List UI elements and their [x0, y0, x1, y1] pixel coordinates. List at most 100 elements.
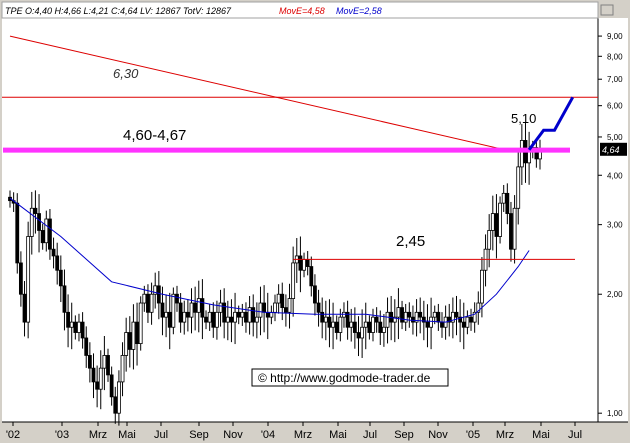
- y-tick-label: 5,00: [607, 133, 623, 142]
- candle-body: [51, 248, 56, 257]
- annotation-zone: 4,60-4,67: [123, 127, 186, 144]
- candle-body: [490, 213, 495, 231]
- candle-body: [327, 316, 332, 328]
- candle-body: [291, 262, 296, 299]
- candle-body: [98, 367, 103, 390]
- candle-body: [167, 311, 172, 328]
- candle-body: [334, 321, 339, 333]
- candle-body: [182, 311, 187, 323]
- watermark: © http://www.godmode-trader.de: [258, 371, 431, 385]
- projection-line: [527, 96, 575, 151]
- candle-body: [26, 236, 31, 323]
- candle-body: [273, 302, 277, 313]
- candle-body: [476, 302, 481, 313]
- x-tick-label: '03: [55, 429, 69, 441]
- candle-body: [283, 307, 288, 313]
- candle-body: [432, 311, 437, 318]
- candle-body: [458, 316, 463, 323]
- legend-ema-red: MovE=4,58: [279, 6, 325, 16]
- candle-body: [302, 258, 306, 271]
- x-tick-label: '02: [6, 429, 20, 441]
- candle-body: [193, 302, 198, 313]
- candle-body: [298, 255, 303, 271]
- candle-body: [254, 316, 259, 323]
- window-control[interactable]: [600, 4, 614, 16]
- candle-body: [440, 321, 444, 328]
- candle-body: [185, 311, 190, 318]
- candle-body: [225, 316, 230, 323]
- candle-body: [371, 316, 375, 333]
- candle-body: [15, 202, 20, 264]
- candle-body: [382, 326, 386, 333]
- candle-body: [77, 321, 81, 333]
- level-lines: [2, 96, 598, 260]
- y-tick-label: 4,00: [607, 171, 623, 180]
- candle-body: [454, 311, 459, 318]
- candle-body: [494, 213, 499, 237]
- candle-body: [396, 307, 401, 318]
- candle-body: [338, 316, 343, 333]
- candle-body: [465, 316, 470, 328]
- candle-body: [117, 381, 121, 414]
- candle-body: [519, 140, 524, 168]
- candle-body: [349, 321, 354, 328]
- candle-body: [211, 311, 216, 328]
- legend-ohlc: TPE O:4,40 H:4,66 L:4,21 C:4,64 LV: 1286…: [5, 6, 232, 16]
- candle-body: [251, 307, 256, 323]
- candle-body: [280, 293, 285, 309]
- candle-body: [316, 302, 321, 313]
- candle-body: [323, 316, 328, 323]
- candle-body: [207, 311, 212, 323]
- candle-body: [29, 207, 34, 237]
- candle-body: [352, 321, 357, 333]
- watermark-box: [251, 368, 449, 387]
- candle-body: [400, 307, 404, 323]
- candle-body: [218, 302, 223, 313]
- candle-body: [69, 321, 74, 328]
- candle-body: [222, 302, 227, 323]
- candle-body: [262, 302, 267, 313]
- candle-body: [498, 202, 502, 237]
- candle-body: [175, 293, 179, 304]
- candle-body: [84, 337, 89, 356]
- candle-body: [44, 218, 49, 244]
- candle-body: [305, 258, 310, 267]
- y-axis-ticks: 9,00 8,00 7,00 6,00 5,00 4,00 3,00 2,00 1,00: [598, 32, 623, 418]
- candle-body: [447, 316, 452, 323]
- x-tick-label: Nov: [223, 429, 243, 441]
- candle-body: [247, 307, 252, 323]
- candle-body: [472, 311, 477, 323]
- candle-body: [40, 230, 45, 244]
- candle-body: [146, 293, 150, 313]
- candle-body: [22, 293, 27, 323]
- candle-body: [236, 311, 241, 318]
- candle-body: [425, 321, 430, 328]
- price-axis-panel: [598, 18, 628, 422]
- candle-body: [407, 311, 412, 318]
- candle-body: [418, 311, 423, 318]
- candle-body: [360, 326, 365, 339]
- candle-body: [58, 269, 63, 287]
- candle-body: [62, 285, 67, 313]
- candle-body: [18, 262, 23, 295]
- x-tick-label: '04: [261, 429, 275, 441]
- candle-body: [131, 321, 136, 350]
- candle-body: [215, 311, 219, 328]
- x-tick-label: Mrz: [294, 429, 312, 441]
- candle-body: [106, 355, 110, 376]
- y-tick-label: 2,00: [607, 290, 623, 299]
- candle-body: [403, 311, 408, 323]
- candle-body: [534, 147, 539, 160]
- candle-body: [309, 266, 314, 287]
- candle-body: [516, 166, 521, 209]
- candle-body: [55, 255, 60, 271]
- candle-body: [512, 207, 517, 250]
- candle-body: [414, 311, 419, 323]
- candle-body: [509, 213, 513, 250]
- candle-body: [480, 269, 484, 304]
- candle-body: [229, 316, 234, 323]
- annotation-peak: 5,10: [511, 111, 536, 126]
- x-tick-label: Sep: [189, 429, 209, 441]
- candle-body: [164, 311, 168, 318]
